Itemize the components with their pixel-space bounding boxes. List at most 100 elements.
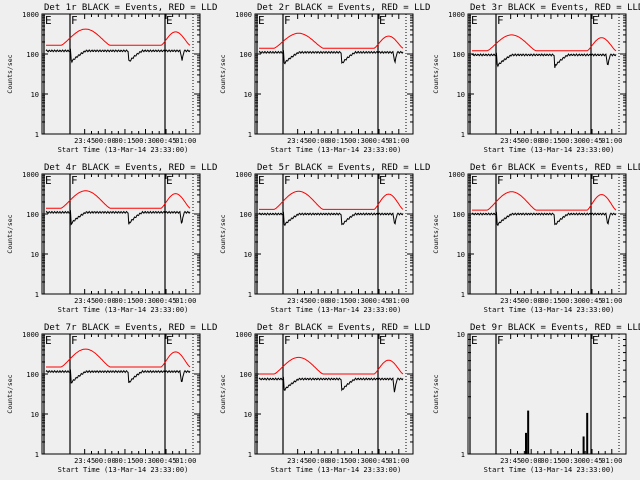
panel-6: Det 6r BLACK = Events, RED = LLD 1 10 100 10… [432,163,640,314]
y-tick-label: 100 [239,371,252,379]
y-tick-label: 1000 [22,11,39,19]
y-tick-label: 1000 [235,331,252,339]
events-series-line [45,209,191,226]
lld-series-line [472,191,617,211]
x-tick-label: 00:15 [540,137,561,145]
event-flag-label: F [71,174,78,187]
x-tick-label: 01:00 [388,297,409,305]
plot-frame [467,173,627,295]
panel-title: Det 2r BLACK = Events, RED = LLD [257,3,430,13]
y-axis-label: Counts/sec [6,374,14,413]
x-axis-label: Start Time (13-Mar-14 23:33:00) [484,466,615,474]
y-tick-label: 1 [248,131,252,139]
x-tick-label: 00:00 [308,297,329,305]
x-tick-label: 00:45 [581,457,602,465]
y-tick-label: 1 [461,451,465,459]
x-tick-label: 23:45 [500,137,521,145]
events-series-line [45,48,191,64]
event-flag-label: E [471,174,478,187]
y-tick-label: 1 [248,291,252,299]
x-tick-label: 00:15 [540,457,561,465]
y-tick-label: 10 [31,411,39,419]
x-tick-label: 00:45 [155,297,176,305]
x-tick-label: 00:15 [114,297,135,305]
y-tick-label: 1000 [448,171,465,179]
panel-7: Det 7r BLACK = Events, RED = LLD 1 10 100 10… [6,323,217,474]
x-tick-label: 00:00 [95,137,116,145]
event-flag-label: E [258,14,265,27]
x-tick-label: 01:00 [175,297,196,305]
event-flag-label: F [497,334,504,347]
x-tick-label: 00:00 [521,297,542,305]
x-tick-label: 00:30 [561,297,582,305]
x-axis-label: Start Time (13-Mar-14 23:33:00) [484,146,615,154]
x-tick-label: 00:30 [135,457,156,465]
plot-frame [254,173,414,295]
x-tick-label: 00:15 [327,457,348,465]
y-tick-label: 10 [31,251,39,259]
y-tick-label: 1 [35,451,39,459]
lld-series-line [46,348,191,368]
panel-title: Det 1r BLACK = Events, RED = LLD [44,3,217,13]
panel-3: Det 3r BLACK = Events, RED = LLD 1 10 100 10… [432,3,640,154]
x-tick-label: 23:45 [287,297,308,305]
x-tick-label: 01:00 [175,137,196,145]
panel-2: Det 2r BLACK = Events, RED = LLD 1 10 100 10… [219,3,430,154]
y-axis-label: Counts/sec [6,214,14,253]
x-tick-label: 00:45 [368,297,389,305]
events-series-line [258,49,404,65]
x-tick-label: 00:00 [308,137,329,145]
panel-title: Det 4r BLACK = Events, RED = LLD [44,163,217,173]
y-tick-label: 1000 [235,171,252,179]
event-flag-label: E [258,334,265,347]
x-tick-label: 23:45 [500,457,521,465]
events-series-line [258,211,404,227]
x-tick-label: 00:30 [561,457,582,465]
y-tick-label: 10 [457,251,465,259]
y-tick-label: 1 [248,451,252,459]
y-axis-label: Counts/sec [219,214,227,253]
panel-9: Det 9r BLACK = Events, RED = LLD 1 10 Count… [432,323,640,474]
plot-frame [254,13,414,135]
x-tick-label: 01:00 [388,457,409,465]
y-tick-label: 1 [35,291,39,299]
x-tick-label: 00:15 [327,137,348,145]
panel-title: Det 6r BLACK = Events, RED = LLD [470,163,640,173]
x-tick-label: 00:45 [581,137,602,145]
events-series-line [258,376,404,393]
x-tick-label: 01:00 [388,137,409,145]
event-flag-label: E [166,334,173,347]
x-axis-label: Start Time (13-Mar-14 23:33:00) [58,146,189,154]
y-axis-label: Counts/sec [219,374,227,413]
x-tick-label: 00:45 [155,137,176,145]
x-tick-label: 01:00 [601,297,622,305]
x-tick-label: 00:15 [114,137,135,145]
y-tick-label: 100 [239,211,252,219]
y-axis-label: Counts/sec [432,374,440,413]
event-flag-label: E [592,174,599,187]
y-tick-label: 100 [452,51,465,59]
y-tick-label: 100 [239,51,252,59]
x-tick-label: 00:45 [368,137,389,145]
y-axis-label: Counts/sec [432,214,440,253]
x-tick-label: 00:15 [114,457,135,465]
y-tick-label: 1000 [235,11,252,19]
event-flag-label: E [258,174,265,187]
y-tick-label: 1 [461,131,465,139]
x-tick-label: 23:45 [74,137,95,145]
y-tick-label: 100 [26,51,39,59]
x-tick-label: 00:30 [348,137,369,145]
event-flag-label: E [166,14,173,27]
y-tick-label: 1000 [22,331,39,339]
x-tick-label: 00:45 [581,297,602,305]
lld-series-line [259,190,404,210]
lld-series-line [46,190,191,209]
event-flag-label: E [592,334,599,347]
event-flag-label: E [471,334,478,347]
x-tick-label: 00:00 [521,457,542,465]
plot-frame [41,173,201,295]
x-axis-label: Start Time (13-Mar-14 23:33:00) [58,466,189,474]
x-tick-label: 01:00 [175,457,196,465]
y-tick-label: 1000 [448,11,465,19]
